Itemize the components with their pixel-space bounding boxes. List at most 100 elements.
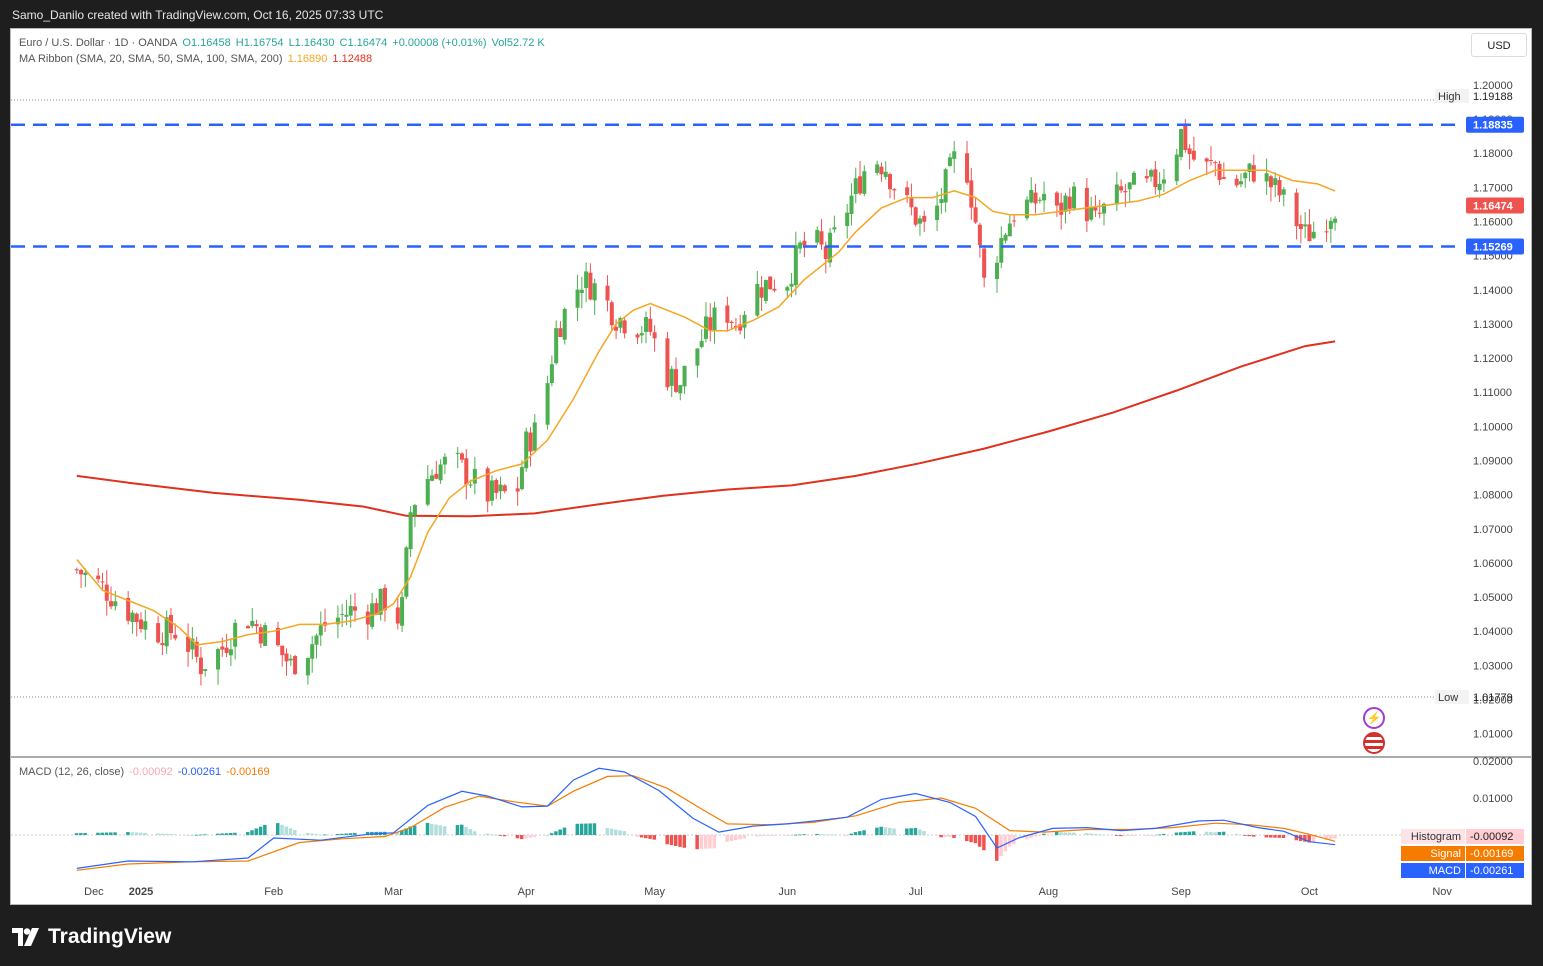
candle-body [404, 547, 409, 597]
time-axis: Dec 2025 Feb Mar Apr May Jun Jul Aug Sep Oct Nov [84, 886, 1452, 898]
histogram-bar [216, 833, 220, 836]
histogram-bar [1097, 834, 1102, 836]
histogram-bar [609, 828, 614, 836]
candle-body [802, 240, 807, 246]
histogram-bar [1127, 835, 1132, 836]
histogram-bar [143, 832, 147, 836]
histogram-bar [198, 834, 203, 836]
histogram-bar [323, 834, 327, 836]
histogram-bar [1059, 832, 1063, 836]
us-flag-icon[interactable] [1363, 732, 1385, 754]
price-chart[interactable]: 1.200001.190001.180001.170001.160001.150… [11, 29, 1532, 905]
candle-body [400, 597, 405, 626]
candle-body [858, 176, 863, 194]
histogram-bar [584, 823, 588, 836]
histogram-bar [305, 832, 310, 836]
candle-body [233, 622, 238, 647]
candle-body [995, 262, 999, 280]
histogram-bar [515, 835, 520, 839]
candle-body [1003, 234, 1008, 241]
candle-body [353, 606, 357, 611]
histogram-bar [425, 822, 430, 836]
histogram-bar [96, 832, 100, 836]
histogram-bar [678, 835, 682, 847]
candle-body [1268, 176, 1273, 188]
candle-body [442, 456, 447, 465]
candle-body [186, 636, 191, 652]
candle-body [917, 218, 922, 224]
candle-body [494, 480, 499, 493]
candles [74, 119, 1338, 686]
histogram-bar [1029, 835, 1033, 838]
ma200-line [76, 340, 1336, 518]
candle-body [1102, 203, 1106, 214]
low-value: L1.16430 [288, 37, 335, 49]
histogram-bar [1247, 835, 1252, 837]
macd-label: MACD (12, 26, close) [19, 766, 125, 778]
histogram-bar [280, 824, 284, 836]
signal-label: Signal [1430, 848, 1461, 860]
histogram-bar [845, 835, 849, 836]
macd-line [76, 767, 1336, 869]
candle-body [434, 473, 439, 479]
tradingview-logo[interactable]: TradingView [12, 925, 171, 949]
price-tick-label: 1.03000 [1473, 660, 1513, 672]
lightning-icon[interactable]: ⚡ [1363, 707, 1385, 729]
histogram-bar [729, 835, 734, 841]
change-value: +0.00008 (+0.01%) [392, 37, 487, 49]
histogram-bar [905, 828, 909, 836]
histogram-bar [819, 834, 824, 836]
candle-body [815, 229, 820, 243]
candle-body [489, 480, 494, 501]
histogram-bar [793, 834, 798, 836]
price-tick-label: 1.18000 [1473, 148, 1513, 160]
time-label: Nov [1432, 886, 1452, 898]
histogram-bar [703, 835, 708, 849]
resistance-price-tag: 1.18835 [1473, 120, 1513, 132]
candle-body [888, 174, 892, 190]
currency-button[interactable]: USD [1471, 33, 1527, 57]
histogram-bar [909, 828, 913, 836]
candle-body [109, 601, 114, 607]
histogram-bar [858, 831, 862, 836]
candle-body [190, 638, 195, 650]
candle-body [1213, 162, 1218, 164]
histogram-bar [284, 826, 289, 836]
candle-body [1059, 202, 1064, 215]
candle-body [1042, 193, 1047, 201]
candle-body [168, 614, 173, 634]
histogram-bar [79, 833, 83, 836]
chart-panel[interactable]: 1.200001.190001.180001.170001.160001.150… [10, 28, 1532, 905]
candle-body [1149, 170, 1154, 177]
time-label: Dec [84, 886, 104, 898]
candle-body [126, 597, 131, 621]
candle-body [729, 321, 734, 324]
histogram-bar [156, 833, 160, 836]
candle-body [759, 287, 764, 298]
candle-body [1187, 148, 1192, 154]
histogram-bar [1251, 835, 1256, 837]
histogram-bar [74, 833, 79, 836]
histogram-bar [1119, 835, 1123, 837]
support-price-tag-bg [1466, 238, 1524, 255]
candle-body [1012, 220, 1017, 222]
candle-body [913, 207, 918, 225]
histogram-bar [365, 831, 370, 836]
histogram-bar [982, 835, 986, 851]
candle-body [374, 603, 379, 615]
candle-body [1273, 178, 1278, 186]
histogram-bar [1054, 832, 1059, 836]
histogram-bar [798, 834, 802, 836]
candle-body [293, 656, 298, 675]
ma200-value: 1.12488 [332, 53, 373, 65]
candle-body [635, 334, 640, 338]
histogram-bar [969, 835, 973, 843]
histogram-bar [250, 830, 254, 836]
histogram-bar [494, 834, 498, 836]
candle-body [156, 623, 161, 643]
histogram-bar [875, 827, 879, 836]
histogram-bar [853, 832, 858, 836]
histogram-bar [1221, 831, 1226, 836]
candle-body [515, 488, 520, 492]
support-price-tag: 1.15269 [1473, 241, 1513, 253]
